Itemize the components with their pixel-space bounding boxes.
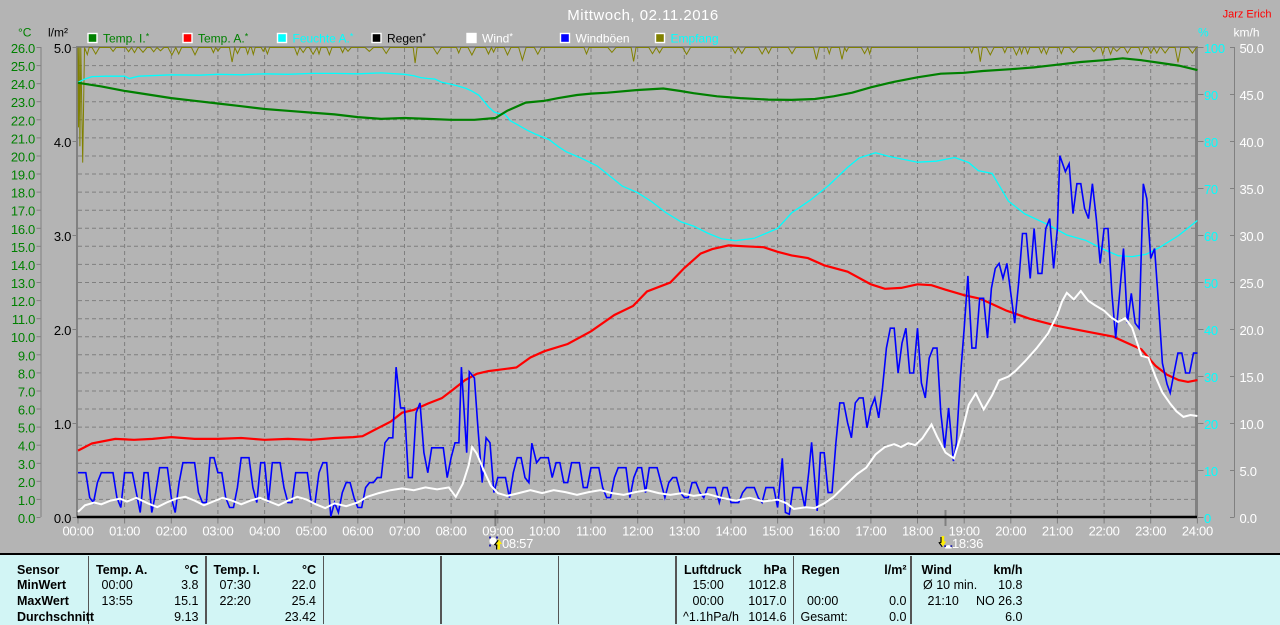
svg-text:km/h: km/h: [1234, 26, 1260, 40]
svg-text:20:00: 20:00: [995, 524, 1026, 539]
svg-text:00:00: 00:00: [62, 524, 93, 539]
svg-text:60: 60: [1204, 229, 1218, 244]
svg-text:2.0: 2.0: [18, 475, 35, 490]
svg-text:26.0: 26.0: [11, 41, 35, 56]
svg-text:1.0: 1.0: [18, 493, 35, 508]
svg-text:7.0: 7.0: [18, 385, 35, 400]
svg-text:12:00: 12:00: [622, 524, 653, 539]
svg-text:Jarz Erich: Jarz Erich: [1223, 9, 1272, 21]
svg-text:06:00: 06:00: [342, 524, 373, 539]
svg-text:Temp. A.*: Temp. A.*: [198, 32, 249, 46]
svg-text:15:00: 15:00: [762, 524, 793, 539]
svg-text:14:00: 14:00: [715, 524, 746, 539]
svg-text:25.0: 25.0: [1240, 276, 1264, 291]
svg-text:10: 10: [1204, 464, 1218, 479]
svg-text:l/m²: l/m²: [48, 26, 68, 40]
svg-text:22:00: 22:00: [1089, 524, 1120, 539]
svg-text:35.0: 35.0: [1240, 182, 1264, 197]
svg-text:04:00: 04:00: [249, 524, 280, 539]
svg-text:18:00: 18:00: [902, 524, 933, 539]
svg-text:10.0: 10.0: [11, 330, 35, 345]
svg-text:10:00: 10:00: [529, 524, 560, 539]
svg-text:45.0: 45.0: [1240, 88, 1264, 103]
svg-text:0.0: 0.0: [18, 511, 35, 526]
svg-text:10.0: 10.0: [1240, 417, 1264, 432]
svg-text:Wind*: Wind*: [482, 32, 513, 46]
svg-text:Temp. I.*: Temp. I.*: [103, 32, 150, 46]
svg-text:°C: °C: [18, 26, 32, 40]
svg-text:%: %: [1198, 26, 1209, 40]
svg-text:Windböen: Windböen: [576, 32, 630, 46]
svg-text:6.0: 6.0: [18, 403, 35, 418]
svg-text:20.0: 20.0: [1240, 323, 1264, 338]
svg-text:17.0: 17.0: [11, 204, 35, 219]
svg-text:11:00: 11:00: [576, 524, 606, 539]
svg-text:02:00: 02:00: [156, 524, 187, 539]
svg-text:3.0: 3.0: [18, 457, 35, 472]
svg-text:08:00: 08:00: [436, 524, 467, 539]
svg-text:01:00: 01:00: [109, 524, 140, 539]
svg-text:13:00: 13:00: [669, 524, 700, 539]
svg-text:19:00: 19:00: [949, 524, 980, 539]
svg-text:Mittwoch, 02.11.2016: Mittwoch, 02.11.2016: [567, 7, 718, 24]
svg-text:22.0: 22.0: [11, 113, 35, 128]
svg-text:30: 30: [1204, 370, 1218, 385]
svg-text:Feuchte A.*: Feuchte A.*: [293, 32, 354, 46]
svg-text:18:36: 18:36: [952, 536, 983, 551]
svg-text:25.0: 25.0: [11, 59, 35, 74]
svg-text:20: 20: [1204, 417, 1218, 432]
svg-text:24:00: 24:00: [1182, 524, 1213, 539]
svg-text:90: 90: [1204, 88, 1218, 103]
svg-text:07:00: 07:00: [389, 524, 420, 539]
svg-text:9.0: 9.0: [18, 348, 35, 363]
svg-text:17:00: 17:00: [855, 524, 886, 539]
svg-text:23:00: 23:00: [1135, 524, 1166, 539]
svg-text:03:00: 03:00: [202, 524, 233, 539]
svg-text:30.0: 30.0: [1240, 229, 1264, 244]
svg-text:3.0: 3.0: [54, 229, 71, 244]
svg-text:18.0: 18.0: [11, 186, 35, 201]
svg-text:50.0: 50.0: [1240, 41, 1264, 56]
svg-text:0.0: 0.0: [54, 511, 71, 526]
svg-text:16:00: 16:00: [809, 524, 840, 539]
svg-text:15.0: 15.0: [1240, 370, 1264, 385]
svg-text:14.0: 14.0: [11, 258, 35, 273]
svg-text:12.0: 12.0: [11, 294, 35, 309]
svg-text:21.0: 21.0: [11, 131, 35, 146]
svg-text:5.0: 5.0: [18, 421, 35, 436]
svg-text:Regen*: Regen*: [387, 32, 426, 46]
svg-text:05:00: 05:00: [296, 524, 327, 539]
svg-text:16.0: 16.0: [11, 222, 35, 237]
svg-text:80: 80: [1204, 135, 1218, 150]
svg-text:13.0: 13.0: [11, 276, 35, 291]
svg-text:5.0: 5.0: [1240, 464, 1257, 479]
svg-text:Empfang: Empfang: [671, 32, 719, 46]
svg-text:23.0: 23.0: [11, 95, 35, 110]
svg-text:70: 70: [1204, 182, 1218, 197]
svg-text:2.0: 2.0: [54, 323, 71, 338]
svg-text:19.0: 19.0: [11, 168, 35, 183]
svg-text:40.0: 40.0: [1240, 135, 1264, 150]
svg-text:0.0: 0.0: [1240, 511, 1257, 526]
svg-text:20.0: 20.0: [11, 150, 35, 165]
svg-text:08:57: 08:57: [502, 536, 533, 551]
svg-text:100: 100: [1204, 41, 1225, 56]
svg-text:1.0: 1.0: [54, 417, 71, 432]
svg-text:09:00: 09:00: [482, 524, 513, 539]
svg-text:8.0: 8.0: [18, 366, 35, 381]
svg-text:21:00: 21:00: [1042, 524, 1073, 539]
svg-text:11.0: 11.0: [12, 312, 35, 327]
svg-text:50: 50: [1204, 276, 1218, 291]
svg-text:4.0: 4.0: [54, 135, 71, 150]
svg-text:15.0: 15.0: [11, 240, 35, 255]
svg-text:5.0: 5.0: [54, 41, 71, 56]
svg-text:40: 40: [1204, 323, 1218, 338]
svg-text:0: 0: [1204, 511, 1211, 526]
svg-text:4.0: 4.0: [18, 439, 35, 454]
svg-text:24.0: 24.0: [11, 77, 35, 92]
